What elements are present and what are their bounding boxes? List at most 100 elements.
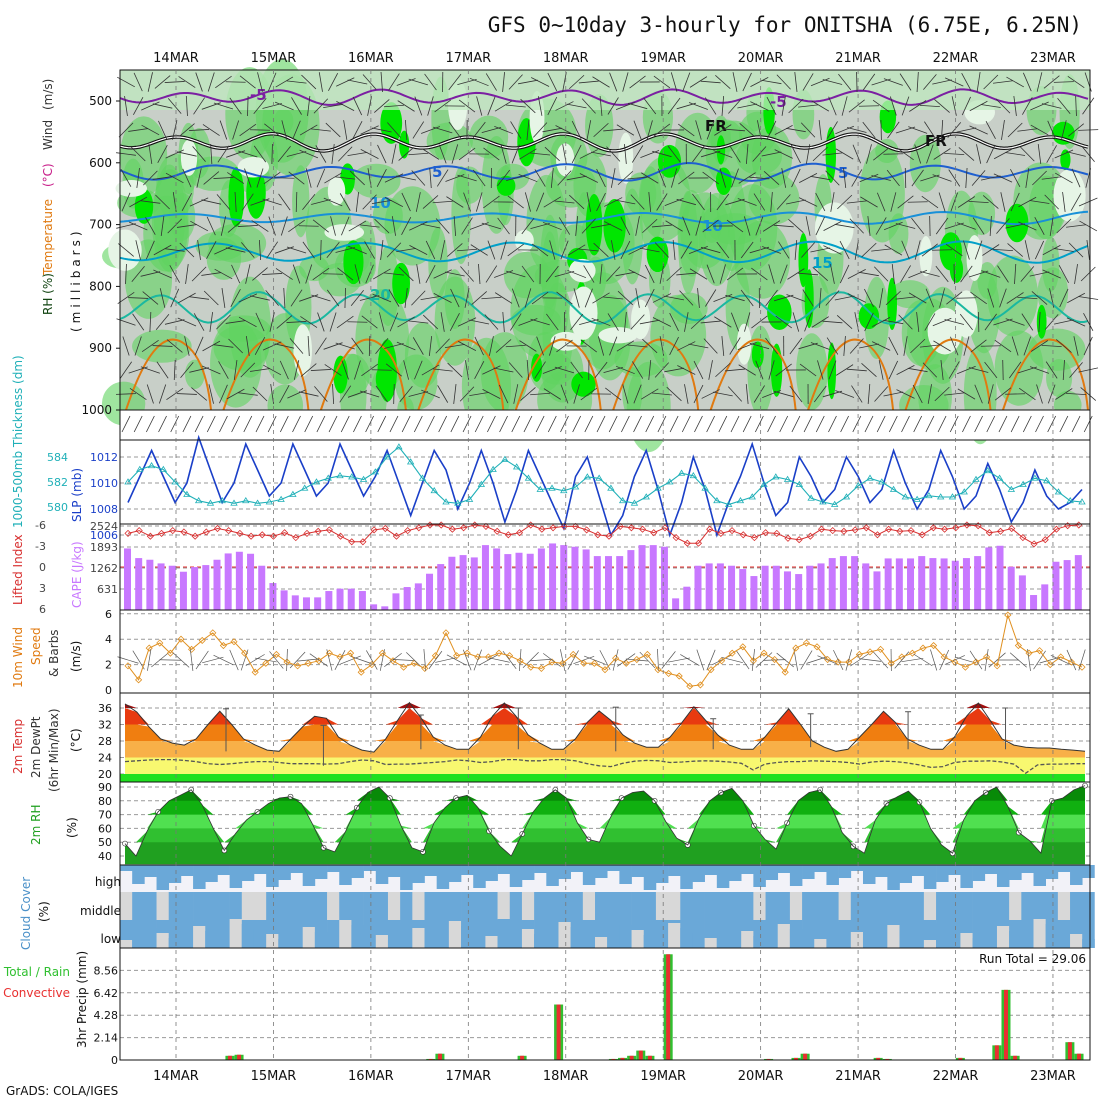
li-marker [258,531,266,539]
wind-barb [155,194,170,210]
wind-barb [227,172,245,184]
wind-barb [216,194,231,210]
cloud-low-cell [217,936,230,948]
cloud-high-cell [948,865,961,875]
wind-barb [237,225,258,227]
wind-barb [657,415,667,433]
wind-barb [535,415,545,433]
wind-barb [435,338,450,354]
cloud-high-cell [862,865,876,884]
wind-barb [225,247,246,253]
wind-barb [411,170,426,186]
wind-barb [335,176,356,180]
wind-barb [240,362,256,378]
wind-barb [970,291,987,305]
wind-barb [484,314,499,330]
wind-marker [1004,611,1012,619]
wind-barb [323,197,343,207]
wind-barb [676,198,697,206]
wind-barb [167,218,183,234]
wind-barb [250,295,270,301]
wind-barb [608,415,618,433]
wind-barb [974,415,983,433]
wind-barb [543,388,561,400]
date-label-top: 23MAR [1030,51,1076,66]
li-line [127,524,1079,545]
rh-blob [195,231,245,261]
isotherm-25 [904,338,992,411]
cloud-low-cell [899,930,913,948]
wind-barb [1049,216,1054,236]
wind-marker [495,649,503,657]
rh-blob [1028,328,1086,371]
wind-barb [324,172,342,184]
wind-barb [268,216,276,236]
wind-barb [499,415,508,433]
cloud-high-cell [899,865,913,883]
wind-barb [1030,340,1049,352]
wind-barb [494,270,514,278]
slp-tick: 1012 [90,451,118,464]
wind-barb [776,74,791,90]
wind-barb [143,170,158,186]
wind-barb [232,120,240,140]
wind-barb [621,415,630,433]
wind-barb [789,385,803,403]
cape-bar [828,558,836,610]
cloud-middle-cell [936,892,949,920]
cloud-high-cell [789,865,803,886]
date-label-bottom: 17MAR [445,1069,491,1084]
wind-barb [884,244,903,256]
li-tick: 0 [39,561,46,574]
rh2m-label: 2m RH [29,805,43,846]
wind-barb [737,341,757,351]
wind-barb [201,365,221,375]
wind-barb [1006,76,1025,88]
wind-barb [768,264,775,284]
surface-wind-barb [833,649,844,671]
wind-barb [719,168,727,188]
wind-barb [152,103,173,109]
wind-barb [774,125,793,135]
wind-barb [267,72,277,92]
surface-wind-barb [522,651,539,669]
surface-wind-barb [366,650,378,670]
wind-barb [292,264,301,284]
li-marker [370,526,378,534]
wind-barb [664,197,684,207]
wind-barb [778,241,790,259]
slp-label: SLP (mb) [70,468,84,522]
wind-barb [262,103,282,109]
wind-barb [597,336,605,356]
date-label-bottom: 21MAR [835,1069,881,1084]
wind-barb [202,340,221,352]
wind-barb [791,415,801,433]
wind-barb [134,336,142,356]
li-marker [482,522,490,530]
cloud-low-cell [558,922,571,948]
cloud-low-cell [838,927,852,948]
wind-barb [702,219,719,233]
wind-barb [996,218,1010,234]
wind-barb [252,386,268,402]
cloud-low-cell [680,928,693,948]
wind-barb [125,263,127,285]
wind-barb [414,96,423,116]
wind-barb [448,73,462,91]
wind-barb [543,196,562,208]
wind-barb [421,364,440,376]
li-tick: -3 [35,540,46,553]
wind-barb [939,288,945,308]
wind-barb [974,240,983,260]
wind-barb [507,243,525,257]
wind-barb [779,264,788,284]
wind-barb [725,294,745,302]
wind-barb [300,316,318,328]
wind-barb [849,338,864,354]
wind-barb [293,360,300,380]
wind-barb [656,193,668,211]
li-marker [773,529,781,537]
rh-line [124,785,1086,857]
wind-barb [286,80,307,84]
cloud-low-cell [875,920,888,948]
